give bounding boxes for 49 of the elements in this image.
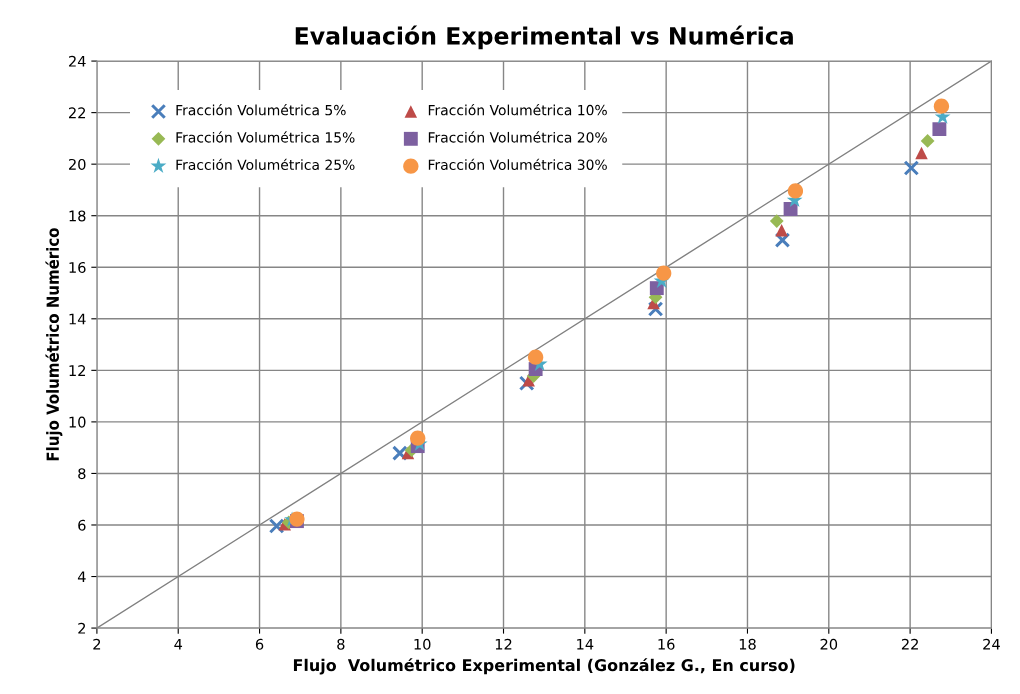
y-tick-label: 18 xyxy=(69,210,86,222)
x-tick-label: 6 xyxy=(255,638,264,650)
x-tick-label: 20 xyxy=(820,638,838,650)
y-tick-label: 22 xyxy=(68,107,86,119)
point xyxy=(933,98,950,114)
point xyxy=(915,146,928,160)
legend-label: Fracción Volumétrica 20% xyxy=(428,131,607,143)
legend-label: Fracción Volumétrica 10% xyxy=(428,104,607,116)
legend-label: Fracción Volumétrica 5% xyxy=(176,104,346,116)
y-tick-label: 24 xyxy=(68,55,86,67)
y-tick-label: 14 xyxy=(69,313,86,325)
y-tick-label: 2 xyxy=(78,622,86,634)
chart-title: Evaluación Experimental vs Numérica xyxy=(295,25,793,50)
point xyxy=(769,214,784,228)
point xyxy=(656,265,672,281)
y-axis-title: Flujo Volumétrico Numérico xyxy=(45,228,63,461)
point xyxy=(268,518,285,534)
x-tick-label: 14 xyxy=(577,638,594,650)
y-tick-label: 16 xyxy=(69,261,86,273)
point xyxy=(647,301,664,317)
point xyxy=(903,160,920,176)
x-tick-label: 12 xyxy=(495,638,512,650)
x-tick-label: 10 xyxy=(414,638,431,650)
y-tick-label: 6 xyxy=(78,519,86,531)
x-tick-label: 2 xyxy=(93,638,101,650)
y-tick-label: 8 xyxy=(78,468,86,480)
point xyxy=(774,232,791,248)
y-tick-label: 12 xyxy=(69,365,86,376)
x-tick-label: 8 xyxy=(337,638,345,650)
y-tick-label: 10 xyxy=(69,416,86,428)
x-tick-label: 18 xyxy=(739,638,756,650)
x-tick-label: 16 xyxy=(658,638,675,650)
x-tick-label: 4 xyxy=(174,638,183,650)
x-axis-title: Flujo Volumétrico Experimental (González G., En curso) xyxy=(293,658,795,675)
point xyxy=(527,349,544,365)
legend-label: Fracción Volumétrica 15% xyxy=(176,131,355,143)
point xyxy=(775,223,788,237)
point xyxy=(410,430,426,446)
legend-label: Fracción Volumétrica 25% xyxy=(176,158,355,170)
point xyxy=(920,134,935,148)
legend-label: Fracción Volumétrica 30% xyxy=(428,158,607,170)
x-tick-label: 24 xyxy=(983,638,1000,650)
point xyxy=(932,122,947,137)
y-tick-label: 20 xyxy=(68,158,86,170)
y-tick-label: 4 xyxy=(77,571,86,583)
point xyxy=(787,183,804,199)
point xyxy=(392,445,408,461)
x-tick-label: 22 xyxy=(901,638,918,650)
point xyxy=(518,375,535,392)
